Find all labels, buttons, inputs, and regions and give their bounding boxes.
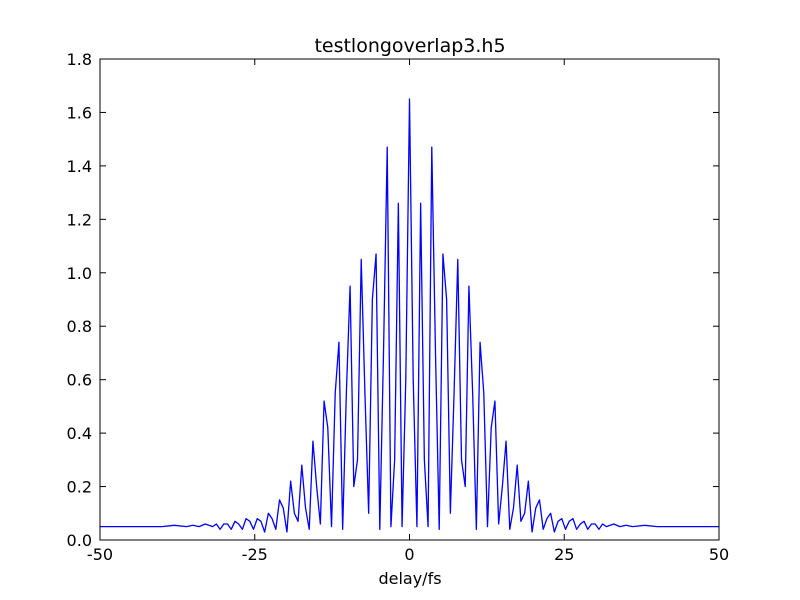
x-tick-label: 50 [709, 545, 729, 564]
x-tick-label: -25 [242, 545, 268, 564]
y-tick-label: 0.4 [67, 424, 92, 443]
y-tick-label: 0.0 [67, 531, 92, 550]
chart-title: testlongoverlap3.h5 [314, 35, 505, 57]
y-tick-label: 1.0 [67, 264, 92, 283]
y-tick-label: 1.2 [67, 210, 92, 229]
data-line [100, 98, 719, 533]
y-tick-label: 0.2 [67, 478, 92, 497]
x-tick-label: 0 [404, 545, 414, 564]
y-tick-label: 1.6 [67, 103, 92, 122]
x-tick-label: 25 [554, 545, 574, 564]
y-tick-label: 1.4 [67, 157, 92, 176]
y-tick-label: 0.8 [67, 317, 92, 336]
plot-frame [99, 58, 720, 541]
y-tick-label: 0.6 [67, 371, 92, 390]
x-axis-label: delay/fs [378, 569, 441, 588]
y-tick-label: 1.8 [67, 50, 92, 69]
x-tick-label: -50 [87, 545, 113, 564]
